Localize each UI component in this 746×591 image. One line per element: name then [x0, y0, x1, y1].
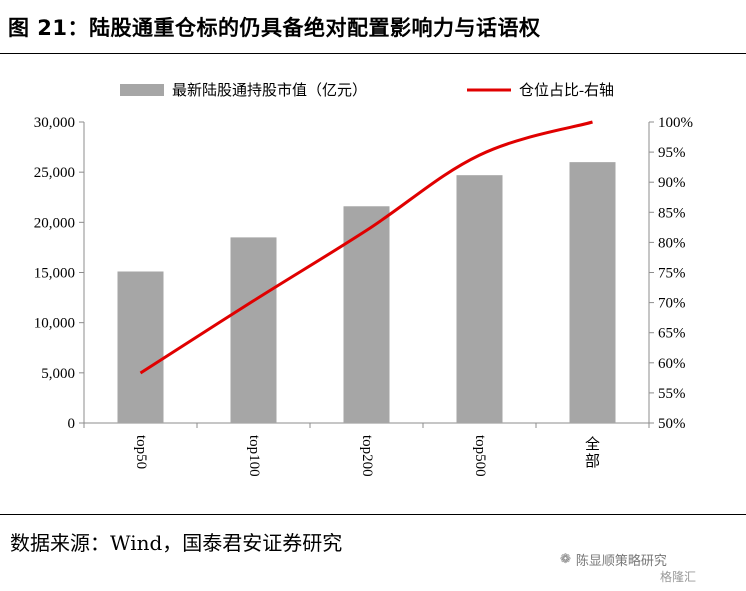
y-right-tick-label: 60% — [658, 356, 686, 372]
watermark-sub: 格隆汇 — [660, 570, 697, 584]
y-left-tick-label: 25,000 — [34, 165, 75, 181]
wechat-icon: ❁ — [560, 552, 571, 567]
watermark-text: 陈显顺策略研究 — [575, 554, 667, 569]
bar-top500 — [456, 175, 503, 423]
y-left-tick-label: 20,000 — [34, 215, 75, 231]
x-tick-label: top200 — [359, 435, 375, 477]
bar-top200 — [343, 206, 390, 423]
legend-swatch-holdings — [120, 84, 164, 96]
y-left-tick-label: 10,000 — [34, 316, 75, 332]
y-right-tick-label: 75% — [658, 266, 686, 282]
chart: 最新陆股通持股市值（亿元） 仓位占比-右轴 0 5,000 10,000 15,000… — [34, 82, 693, 477]
title-divider — [0, 53, 746, 54]
bars — [117, 162, 616, 423]
line-series — [139, 120, 593, 375]
x-tick-label: top500 — [472, 435, 488, 477]
watermark: ❁ 陈显顺策略研究 — [560, 550, 667, 569]
bar-top100 — [230, 237, 277, 423]
legend-label-holdings: 最新陆股通持股市值（亿元） — [172, 82, 367, 99]
x-tick-label: 全部 — [585, 435, 600, 470]
y-right-tick-label: 95% — [658, 145, 686, 161]
y-right-tick-label: 100% — [658, 115, 693, 131]
y-right-tick-label: 85% — [658, 205, 686, 221]
y-right-tick-label: 80% — [658, 235, 686, 251]
bar-全部 — [569, 162, 616, 423]
legend: 最新陆股通持股市值（亿元） 仓位占比-右轴 — [120, 82, 614, 99]
y-right-tick-label: 55% — [658, 386, 686, 402]
y-right-tick-label: 90% — [658, 175, 686, 191]
y-left-tick-label: 15,000 — [34, 266, 75, 282]
axes: 0 5,000 10,000 15,000 20,000 25,000 30,000 50% 5… — [34, 115, 693, 477]
x-tick-label: top50 — [133, 435, 149, 469]
y-right-tick-label: 65% — [658, 326, 686, 342]
y-left-tick-label: 30,000 — [34, 115, 75, 131]
source-note: 数据来源：Wind，国泰君安证券研究 — [10, 531, 343, 555]
bar-top50 — [117, 271, 164, 423]
y-left-tick-label: 0 — [68, 416, 76, 432]
y-right-tick-label: 70% — [658, 296, 686, 312]
legend-label-position-ratio: 仓位占比-右轴 — [519, 82, 614, 99]
source-divider — [0, 514, 746, 515]
y-right-tick-label: 50% — [658, 416, 686, 432]
y-left-tick-label: 5,000 — [41, 366, 75, 382]
x-tick-label: top100 — [246, 435, 262, 477]
figure-title: 图 21：陆股通重仓标的仍具备绝对配置影响力与话语权 — [8, 16, 541, 40]
